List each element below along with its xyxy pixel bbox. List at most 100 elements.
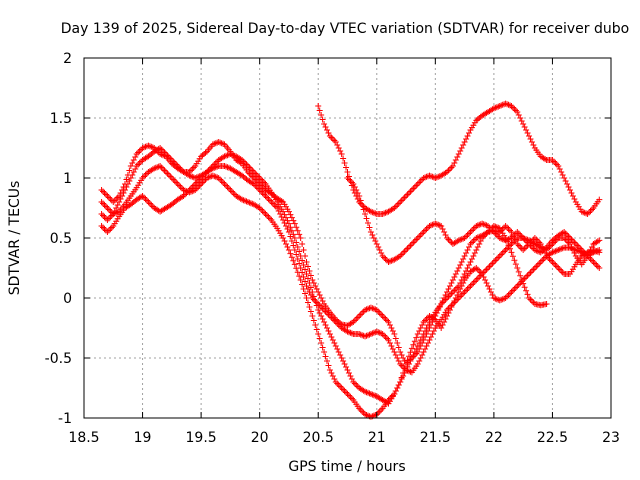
data-point	[596, 237, 603, 244]
data-point	[552, 248, 559, 255]
data-point	[291, 247, 298, 253]
data-point	[341, 361, 348, 367]
data-point	[316, 335, 323, 342]
x-tick-label: 20.5	[303, 430, 334, 446]
data-point	[291, 261, 298, 268]
data-point	[438, 325, 445, 331]
data-point	[441, 319, 448, 325]
data-point	[392, 388, 399, 394]
data-point	[562, 178, 569, 184]
data-point	[211, 173, 218, 180]
data-point	[417, 325, 424, 331]
data-point	[394, 385, 401, 391]
data-point	[302, 278, 309, 285]
data-point	[335, 349, 342, 355]
y-tick-label: 1.5	[50, 111, 72, 127]
data-point	[498, 235, 505, 242]
data-point	[420, 349, 427, 355]
data-point	[337, 148, 344, 154]
data-point	[588, 244, 595, 250]
data-point	[555, 247, 562, 253]
data-point	[126, 178, 133, 184]
data-point	[531, 247, 538, 253]
data-point	[152, 164, 159, 171]
data-point	[218, 140, 225, 147]
data-point	[435, 221, 442, 228]
data-point	[420, 175, 427, 181]
data-point	[319, 316, 326, 322]
data-point	[543, 301, 550, 307]
data-point	[221, 163, 228, 169]
data-point	[364, 332, 371, 339]
data-point	[310, 293, 317, 300]
data-point	[395, 358, 402, 364]
data-point	[370, 392, 377, 399]
data-point	[422, 328, 429, 334]
data-point	[347, 329, 354, 336]
data-point	[319, 298, 326, 304]
data-point	[369, 232, 376, 238]
data-point	[382, 209, 389, 216]
data-point	[511, 257, 518, 264]
data-point	[404, 357, 411, 364]
data-point	[542, 245, 549, 252]
data-point	[324, 127, 331, 133]
data-point	[480, 274, 487, 280]
x-tick-label: 21	[368, 430, 386, 446]
data-point	[326, 367, 333, 373]
data-point	[211, 140, 218, 147]
data-point	[117, 196, 124, 202]
data-point	[321, 121, 328, 127]
data-point	[448, 280, 455, 286]
data-point	[291, 235, 298, 241]
data-point	[463, 268, 470, 274]
data-point	[512, 261, 519, 268]
data-point	[425, 322, 432, 328]
data-point	[283, 214, 290, 221]
data-point	[325, 362, 332, 369]
data-point	[127, 163, 134, 169]
data-point	[457, 262, 464, 268]
data-point	[344, 367, 351, 373]
data-point	[451, 298, 458, 304]
data-point	[477, 238, 484, 244]
data-point	[239, 196, 246, 203]
data-point	[299, 241, 306, 247]
data-point	[367, 304, 374, 311]
data-point	[244, 199, 251, 205]
data-marks	[98, 100, 603, 420]
data-point	[593, 248, 600, 255]
data-point	[294, 244, 301, 250]
data-point	[369, 330, 376, 337]
data-point	[370, 209, 377, 216]
data-point	[353, 187, 360, 193]
data-point	[189, 188, 196, 195]
data-point	[445, 286, 452, 292]
data-point	[556, 166, 563, 172]
data-point	[364, 389, 371, 396]
data-point	[366, 390, 373, 397]
data-point	[221, 153, 228, 160]
data-point	[300, 247, 307, 253]
series-track-6	[344, 175, 603, 271]
data-point	[414, 361, 421, 367]
data-point	[391, 349, 398, 355]
data-point	[139, 145, 146, 151]
data-point	[417, 355, 424, 361]
data-point	[356, 331, 363, 337]
data-point	[324, 325, 331, 331]
data-point	[520, 280, 527, 287]
data-point	[505, 236, 512, 243]
data-point	[309, 313, 316, 319]
data-point	[433, 221, 440, 228]
data-point	[457, 148, 464, 154]
data-point	[297, 253, 304, 259]
data-point	[504, 236, 511, 243]
data-point	[416, 328, 423, 334]
y-tick-label: 2	[63, 51, 72, 67]
data-point	[429, 173, 436, 180]
data-point	[182, 187, 189, 194]
data-point	[285, 220, 292, 227]
data-point	[413, 346, 420, 352]
data-point	[550, 248, 557, 255]
